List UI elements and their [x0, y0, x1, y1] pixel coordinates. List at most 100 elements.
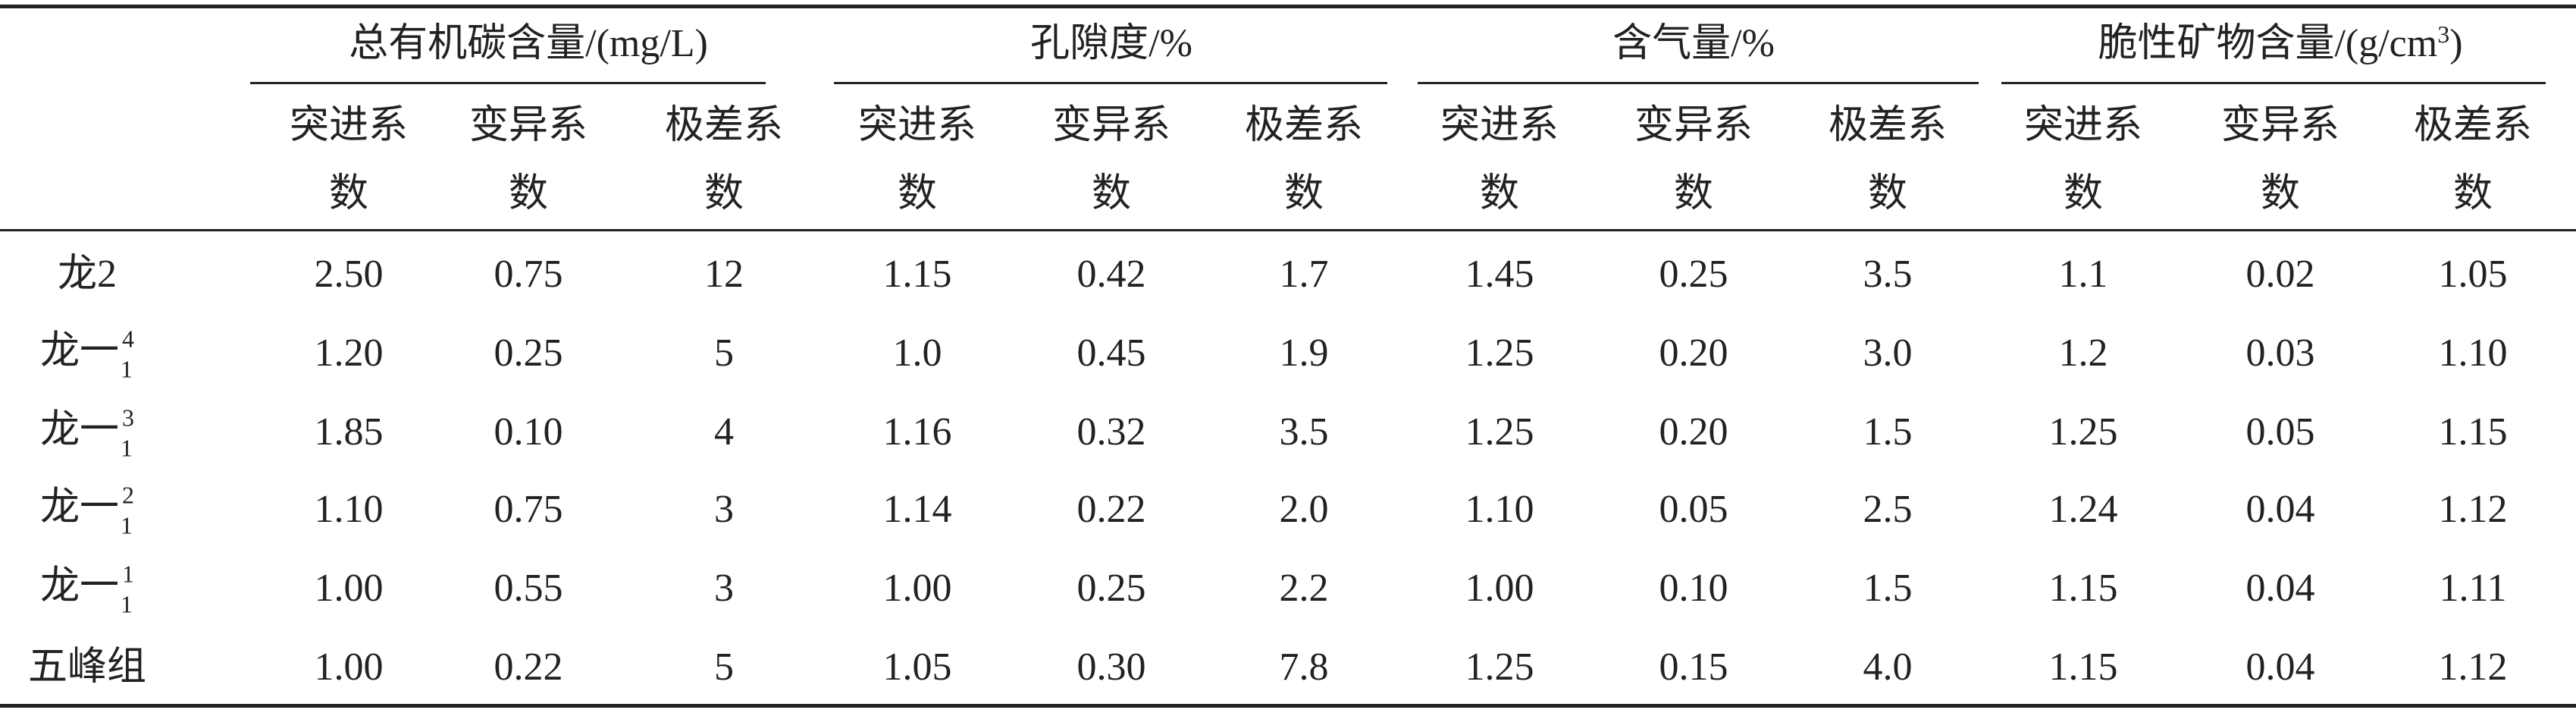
table-cell: 1.14	[883, 487, 952, 532]
group-header-text: 脆性矿物含量/(g/cm	[2098, 22, 2437, 65]
subheader-line2: 数	[1284, 171, 1324, 217]
table-cell: 0.04	[2246, 487, 2315, 532]
group-header-close: )	[2449, 22, 2462, 65]
row-label: 五峰组	[28, 645, 146, 690]
row-label-text: 五峰组	[28, 645, 146, 689]
group-header: 含气量/%	[1612, 21, 1775, 67]
subheader-line2: 数	[1868, 171, 1907, 217]
subheader-line1: 突进系	[858, 103, 976, 149]
row-label-subscript: 1	[121, 435, 133, 462]
table-cell: 0.75	[494, 487, 563, 532]
group-rule-1	[250, 82, 766, 84]
table-cell: 1.7	[1280, 252, 1329, 297]
subheader-line1: 突进系	[2024, 103, 2142, 149]
row-label: 龙2	[58, 252, 117, 297]
table-cell: 1.16	[883, 410, 952, 455]
row-label-subscript: 1	[121, 356, 133, 383]
subheader-line2: 数	[1480, 171, 1519, 217]
header-rule	[0, 229, 2576, 231]
bottom-rule	[0, 704, 2576, 708]
table-cell: 1.12	[2439, 487, 2508, 532]
row-label-superscript: 3	[122, 404, 134, 432]
subheader-line1: 变异系	[1634, 103, 1753, 149]
row-label-superscript: 4	[122, 325, 134, 353]
row-label: 龙一13	[40, 408, 134, 457]
table-cell: 1.25	[2049, 410, 2118, 455]
table-cell: 0.20	[1659, 410, 1728, 455]
table-cell: 0.32	[1077, 410, 1146, 455]
table-cell: 12	[704, 252, 744, 297]
row-label-text: 龙2	[58, 253, 117, 296]
table-cell: 5	[714, 645, 734, 690]
table-cell: 1.25	[1465, 331, 1534, 376]
table-cell: 0.10	[1659, 566, 1728, 611]
table-cell: 2.0	[1280, 487, 1329, 532]
table-cell: 2.5	[1863, 487, 1913, 532]
table-cell: 0.25	[1659, 252, 1728, 297]
table-cell: 0.05	[1659, 487, 1728, 532]
table-cell: 3	[714, 566, 734, 611]
table-cell: 0.25	[494, 331, 563, 376]
subheader-line1: 变异系	[1052, 103, 1170, 149]
group-header: 脆性矿物含量/(g/cm3)	[2098, 21, 2462, 67]
subheader-line1: 变异系	[469, 103, 588, 149]
table-cell: 1.05	[2439, 252, 2508, 297]
row-label-subscript: 1	[121, 591, 133, 618]
table-cell: 0.22	[494, 645, 563, 690]
table-cell: 1.25	[1465, 645, 1534, 690]
table-cell: 1.15	[2049, 645, 2118, 690]
table-cell: 1.5	[1863, 566, 1913, 611]
table-cell: 0.25	[1077, 566, 1146, 611]
row-label: 龙一12	[40, 485, 134, 535]
table-cell: 0.04	[2246, 566, 2315, 611]
subheader-line2: 数	[329, 171, 368, 217]
table-cell: 4	[714, 410, 734, 455]
row-label-text: 龙一	[40, 330, 119, 373]
subheader-line2: 数	[898, 171, 937, 217]
subheader-line2: 数	[704, 171, 744, 217]
group-rule-4	[2001, 82, 2546, 84]
table-cell: 0.10	[494, 410, 563, 455]
group-header: 孔隙度/%	[1030, 21, 1192, 67]
row-label-text-group: 龙一12	[40, 485, 134, 535]
subheader-line1: 突进系	[290, 103, 408, 149]
table-cell: 0.75	[494, 252, 563, 297]
row-label-text-group: 龙一13	[40, 408, 134, 457]
table-cell: 4.0	[1863, 645, 1913, 690]
subheader-line2: 数	[1674, 171, 1713, 217]
table-cell: 1.5	[1863, 410, 1913, 455]
table-cell: 2.2	[1280, 566, 1329, 611]
table-cell: 1.15	[883, 252, 952, 297]
row-label-subscript: 1	[121, 512, 133, 539]
table-cell: 7.8	[1280, 645, 1329, 690]
group-header-superscript: 3	[2437, 20, 2449, 48]
subheader-line2: 数	[2261, 171, 2300, 217]
group-rule-2	[834, 82, 1387, 84]
table-cell: 1.1	[2059, 252, 2108, 297]
table-cell: 0.30	[1077, 645, 1146, 690]
subheader-line1: 极差系	[1245, 103, 1363, 149]
table-cell: 1.11	[2439, 566, 2506, 611]
row-label-text: 龙一	[40, 409, 119, 452]
group-rule-3	[1418, 82, 1979, 84]
table-cell: 1.85	[315, 410, 384, 455]
table-cell: 3	[714, 487, 734, 532]
row-label: 龙一11	[40, 564, 134, 614]
table-cell: 1.00	[315, 645, 384, 690]
subheader-line1: 极差系	[665, 103, 783, 149]
subheader-line2: 数	[2453, 171, 2493, 217]
row-label: 龙一14	[40, 329, 134, 378]
table-cell: 0.05	[2246, 410, 2315, 455]
subheader-line2: 数	[509, 171, 548, 217]
table-cell: 1.05	[883, 645, 952, 690]
table-cell: 1.2	[2059, 331, 2108, 376]
subheader-line2: 数	[1092, 171, 1131, 217]
table-cell: 0.45	[1077, 331, 1146, 376]
subheader-line1: 极差系	[2414, 103, 2532, 149]
table-cell: 5	[714, 331, 734, 376]
table-cell: 1.10	[315, 487, 384, 532]
table-cell: 1.10	[2439, 331, 2508, 376]
table-cell: 1.15	[2439, 410, 2508, 455]
table-cell: 1.25	[1465, 410, 1534, 455]
table-cell: 3.5	[1280, 410, 1329, 455]
